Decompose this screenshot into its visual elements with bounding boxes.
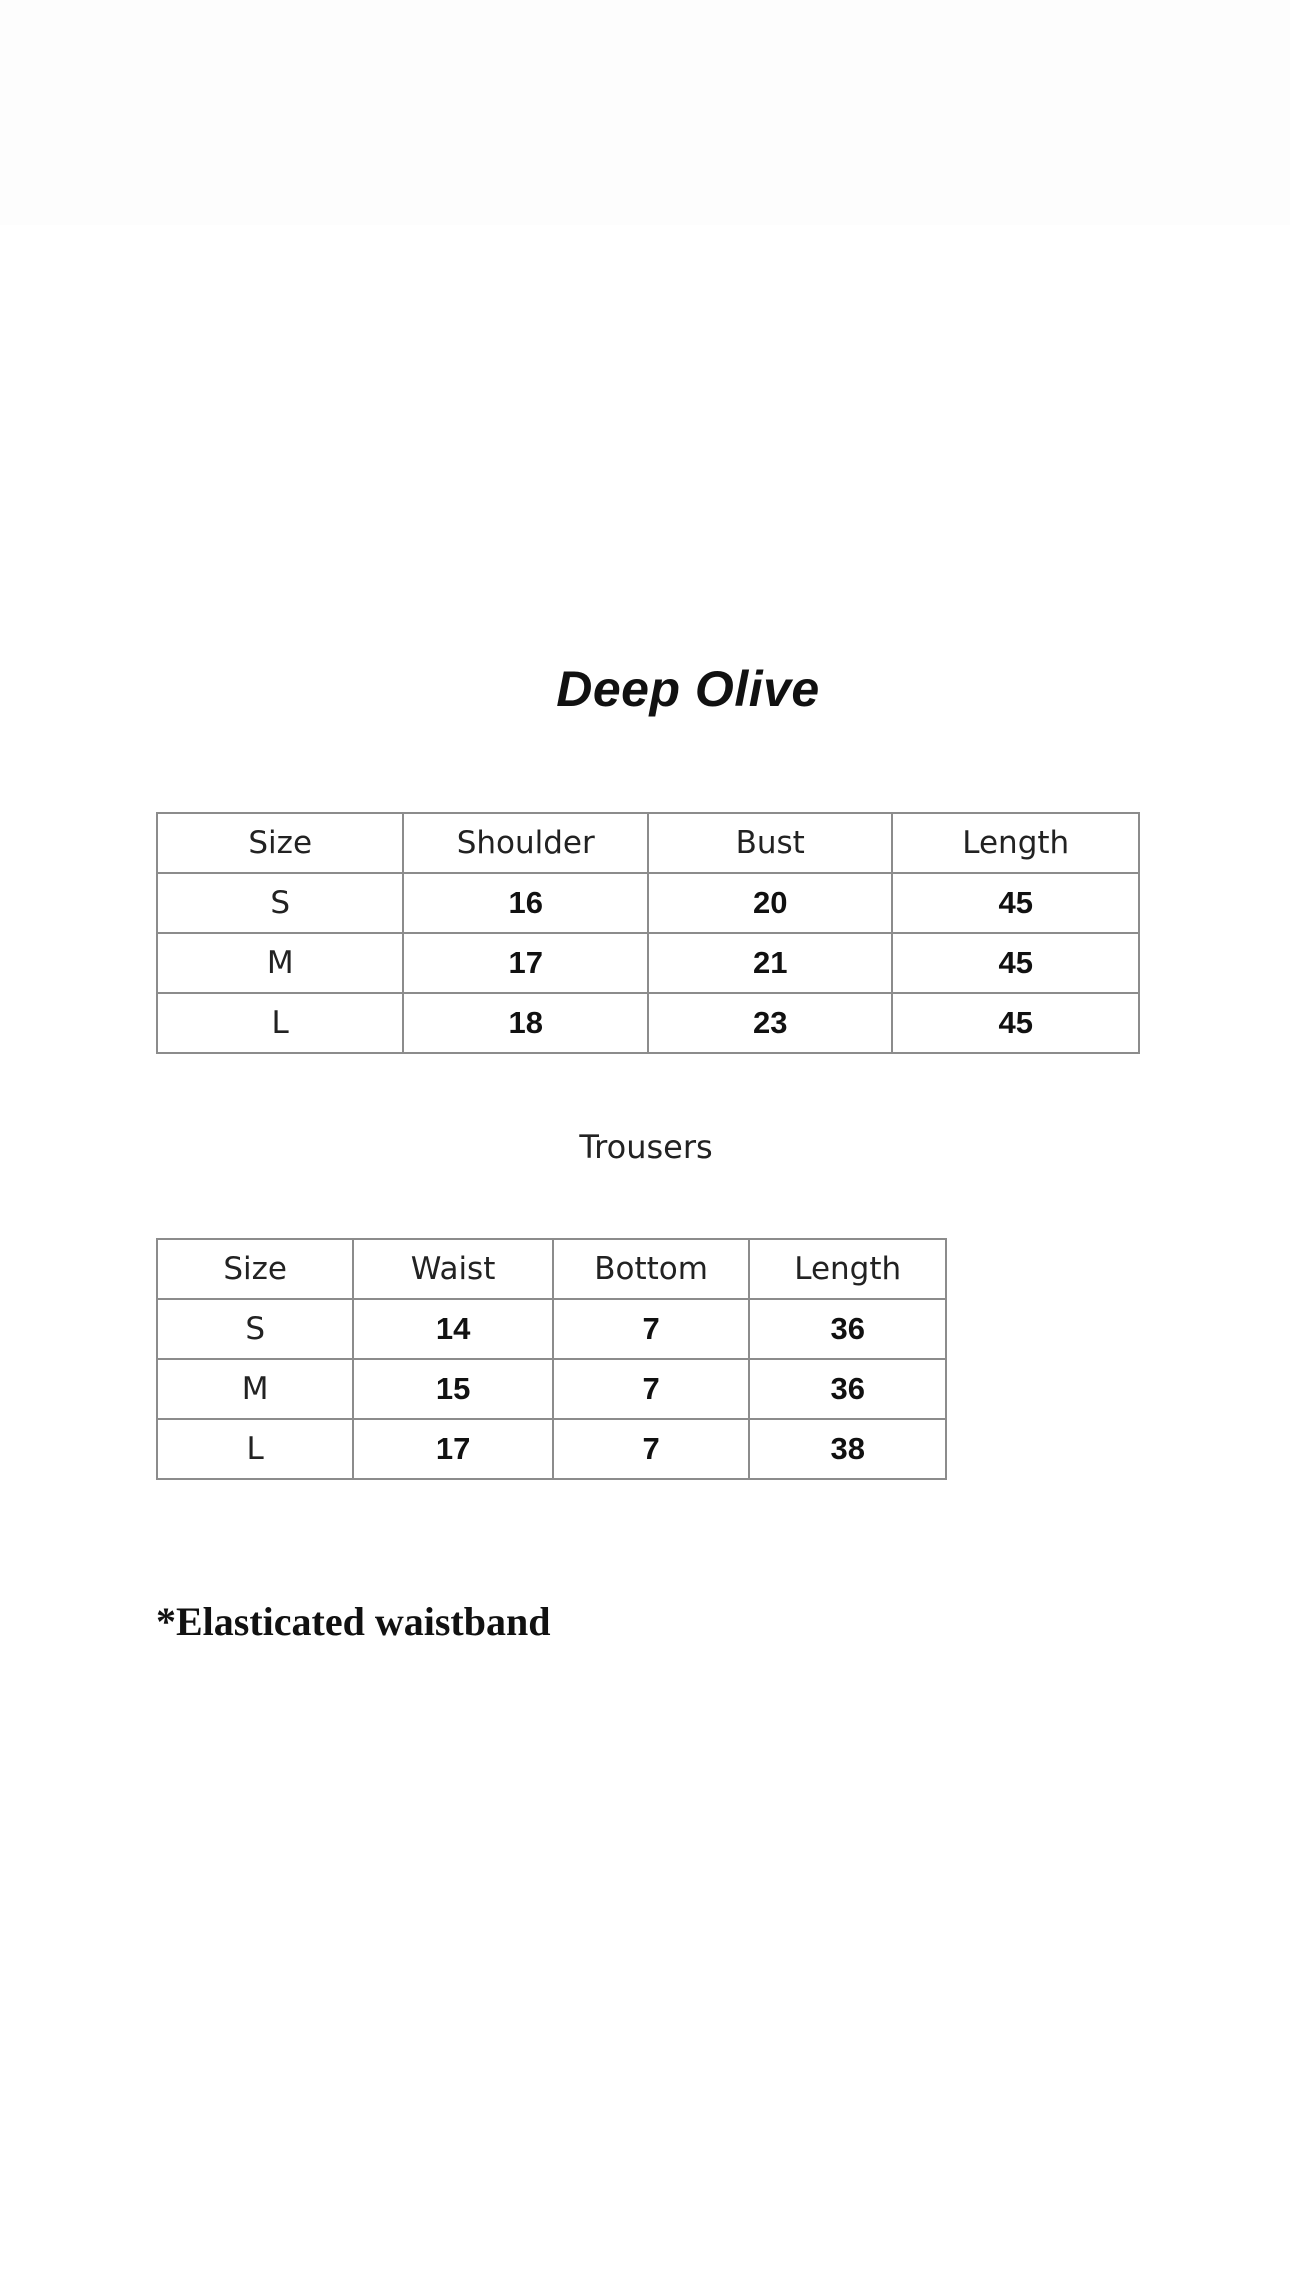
waistband-note: *Elasticated waistband — [156, 1599, 551, 1644]
table-header-row: Size Shoulder Bust Length — [155, 812, 1140, 874]
value-cell: 38 — [748, 1418, 947, 1480]
value-cell: 15 — [352, 1358, 554, 1420]
background-band — [0, 0, 1290, 225]
value-cell: 17 — [352, 1418, 554, 1480]
value-cell: 36 — [748, 1298, 947, 1360]
header-cell: Bottom — [551, 1238, 751, 1300]
header-cell: Waist — [352, 1238, 554, 1300]
value-cell: 7 — [551, 1298, 751, 1360]
table-row: S 14 7 36 — [155, 1298, 947, 1360]
table-row: L 17 7 38 — [155, 1418, 947, 1480]
value-cell: 18 — [402, 992, 650, 1054]
value-cell: 21 — [647, 932, 894, 994]
table-row: M 15 7 36 — [155, 1358, 947, 1420]
header-cell: Size — [155, 1238, 355, 1300]
trousers-heading: Trousers — [579, 1128, 713, 1166]
value-cell: 23 — [647, 992, 894, 1054]
header-cell: Bust — [647, 812, 894, 874]
size-cell: S — [155, 872, 405, 934]
value-cell: 7 — [551, 1358, 751, 1420]
size-cell: L — [155, 992, 405, 1054]
size-cell: S — [155, 1298, 355, 1360]
value-cell: 45 — [891, 992, 1140, 1054]
header-cell: Length — [748, 1238, 947, 1300]
table-header-row: Size Waist Bottom Length — [155, 1238, 947, 1300]
value-cell: 16 — [402, 872, 650, 934]
table-row: S 16 20 45 — [155, 872, 1140, 934]
page-title: Deep Olive — [556, 661, 820, 717]
table-row: M 17 21 45 — [155, 932, 1140, 994]
value-cell: 7 — [551, 1418, 751, 1480]
size-cell: M — [155, 1358, 355, 1420]
value-cell: 36 — [748, 1358, 947, 1420]
table-row: L 18 23 45 — [155, 992, 1140, 1054]
value-cell: 45 — [891, 932, 1140, 994]
header-cell: Shoulder — [402, 812, 650, 874]
trousers-size-table: Size Waist Bottom Length S 14 7 36 M 15 … — [155, 1238, 947, 1480]
size-cell: L — [155, 1418, 355, 1480]
value-cell: 17 — [402, 932, 650, 994]
top-size-table: Size Shoulder Bust Length S 16 20 45 M 1… — [155, 812, 1140, 1054]
size-cell: M — [155, 932, 405, 994]
header-cell: Size — [155, 812, 405, 874]
value-cell: 45 — [891, 872, 1140, 934]
value-cell: 20 — [647, 872, 894, 934]
header-cell: Length — [891, 812, 1140, 874]
value-cell: 14 — [352, 1298, 554, 1360]
